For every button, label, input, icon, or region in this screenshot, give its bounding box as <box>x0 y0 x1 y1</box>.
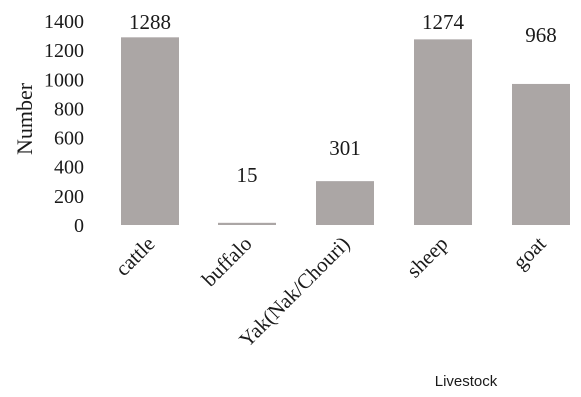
bar <box>316 181 374 225</box>
y-tick-label: 1400 <box>44 11 84 33</box>
bars-group <box>121 37 570 225</box>
y-tick-label: 800 <box>54 98 84 120</box>
y-axis-ticks: 0 200 400 600 800 1000 1200 1400 <box>44 11 84 237</box>
x-category-label: cattle <box>110 232 159 281</box>
y-axis-title: Number <box>12 82 37 155</box>
data-label: 1288 <box>129 10 171 34</box>
y-tick-label: 600 <box>54 128 84 150</box>
data-labels-group: 1288 15 301 1274 968 <box>129 10 557 187</box>
y-tick-label: 1000 <box>44 69 84 91</box>
bar <box>121 37 179 225</box>
y-tick-label: 1200 <box>44 40 84 62</box>
y-tick-label: 400 <box>54 157 84 179</box>
data-label: 968 <box>525 23 557 47</box>
y-tick-label: 200 <box>54 186 84 208</box>
bar <box>414 39 472 225</box>
bar <box>512 83 570 225</box>
data-label: 15 <box>237 163 258 187</box>
data-label: 1274 <box>422 10 465 34</box>
bar <box>218 222 276 225</box>
x-axis-title: Livestock <box>435 373 498 390</box>
x-category-label: buffalo <box>197 232 257 292</box>
x-category-label: goat <box>508 231 551 274</box>
x-category-label: sheep <box>402 232 453 283</box>
y-tick-label: 0 <box>74 215 84 237</box>
data-label: 301 <box>329 136 361 160</box>
